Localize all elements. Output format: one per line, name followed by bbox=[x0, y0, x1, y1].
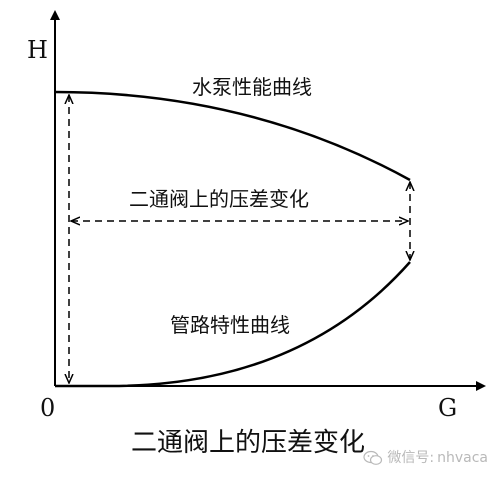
origin-label: 0 bbox=[40, 394, 56, 422]
figure-caption: 二通阀上的压差变化 bbox=[130, 428, 365, 458]
watermark: 微信号: nhvaca bbox=[363, 450, 488, 466]
pressure-diff-label: 二通阀上的压差变化 bbox=[129, 187, 309, 211]
wechat-icon bbox=[363, 450, 383, 465]
watermark-account: nhvaca bbox=[437, 450, 488, 466]
pump-performance-curve bbox=[54, 90, 411, 182]
x-axis-label: G bbox=[438, 394, 458, 422]
watermark-prefix: 微信号: bbox=[387, 450, 435, 466]
y-axis-label: H bbox=[27, 36, 48, 64]
pump-curve-label: 水泵性能曲线 bbox=[192, 75, 312, 99]
pipe-characteristic-curve bbox=[55, 261, 411, 388]
pipe-curve-label: 管路特性曲线 bbox=[170, 313, 290, 337]
